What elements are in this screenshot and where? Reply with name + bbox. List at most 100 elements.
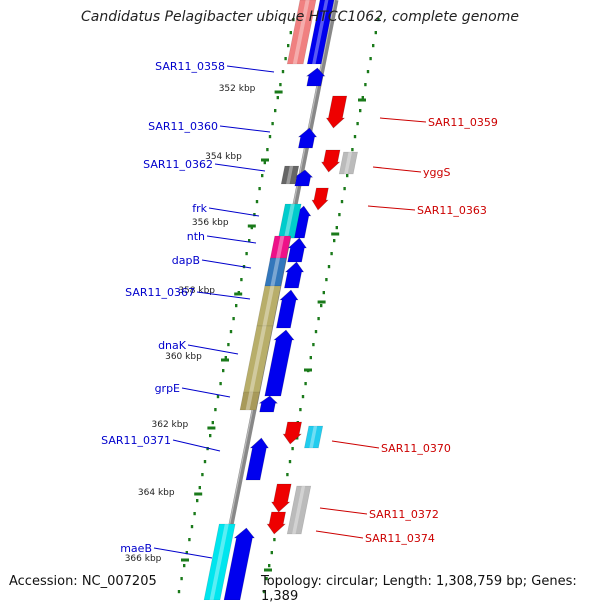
left-tick-track [190, 525, 194, 529]
left-tick-track [203, 460, 207, 464]
cog-block-pink [286, 0, 317, 65]
leader-line-right [319, 507, 368, 515]
leader-line-left [214, 163, 266, 172]
right-tick-track [333, 239, 336, 243]
left-tick-track [201, 473, 204, 477]
cog-block-skyblue [304, 425, 324, 449]
leader-line-left [153, 547, 213, 559]
cog-block-khaki-long-sheen [248, 326, 267, 394]
right-tick-track [317, 317, 320, 321]
gene-sar11-0372 [271, 483, 292, 513]
right-tick-track [364, 83, 367, 87]
left-tick-track [289, 31, 292, 35]
cog-block-olive [239, 391, 260, 411]
right-tick-track [309, 356, 312, 360]
major-tick [304, 368, 312, 372]
right-tick-track [301, 395, 305, 399]
left-tick-track [232, 317, 235, 321]
left-tick-track [274, 109, 277, 113]
gene-label-left: SAR11_0360 [148, 120, 218, 133]
left-tick-track [222, 369, 225, 373]
right-tick-track [340, 200, 344, 204]
gene-dapB [284, 261, 305, 289]
leader-line-left [201, 259, 252, 269]
right-tick-track [262, 590, 266, 594]
cog-block-lightgrey-long [286, 485, 312, 535]
right-tick-track [361, 96, 364, 100]
major-tick [331, 232, 340, 236]
cog-block-magenta-sheen [275, 236, 285, 260]
cog-block-lightgrey [338, 151, 358, 175]
right-tick-track [265, 577, 268, 581]
gene-label-right: SAR11_0359 [428, 116, 498, 129]
right-tick-track [351, 148, 354, 152]
left-tick-track [248, 239, 251, 243]
right-tick-track [343, 187, 346, 191]
left-tick-track [235, 304, 238, 308]
left-tick-track [271, 122, 274, 126]
left-tick-track [292, 18, 295, 22]
gene-dnaK [264, 329, 295, 397]
cog-block-skyblue-sheen [309, 426, 318, 448]
gene-sar11-0371 [245, 437, 269, 481]
leader-line-left [187, 344, 239, 355]
left-tick-track [224, 356, 227, 360]
leader-line-left [208, 207, 260, 217]
left-tick-track [198, 486, 201, 490]
left-tick-track [261, 174, 264, 178]
major-tick [317, 300, 326, 304]
gene-sar11-0358 [305, 67, 326, 87]
cog-block-magenta [269, 235, 292, 261]
gene-label-left: SAR11_0362 [143, 158, 213, 171]
cog-block-grey [280, 165, 300, 185]
left-tick-track [180, 577, 183, 581]
right-tick-track [335, 226, 338, 230]
leader-line-left [196, 291, 251, 300]
gene-block-top-sheen [312, 0, 329, 64]
right-tick-track [312, 343, 315, 347]
right-tick-track [356, 122, 359, 126]
left-tick-track [219, 382, 222, 386]
left-tick-track [263, 161, 266, 165]
leader-line-left [181, 387, 231, 398]
right-tick-track [268, 564, 271, 568]
gene-sar11-0374 [266, 511, 286, 535]
left-tick-track [214, 408, 217, 412]
kbp-label: 354 kbp [205, 152, 242, 162]
right-tick-track [325, 278, 328, 282]
left-tick-track [258, 187, 261, 191]
gene-sar11-0363 [311, 187, 329, 211]
gene-sar11-0360 [297, 127, 318, 149]
gene-sar11-0367 [276, 289, 299, 329]
cog-block-khaki-long [242, 325, 274, 395]
right-tick-track [273, 538, 276, 542]
major-tick [207, 426, 216, 430]
cog-block-pink-sheen [292, 0, 310, 64]
cog-block-cyan [278, 203, 302, 239]
right-tick-track [369, 57, 372, 61]
gene-label-left: frk [192, 202, 207, 215]
gene-sar11-0370 [282, 421, 302, 445]
left-tick-track [268, 135, 272, 139]
leader-line-right [331, 440, 380, 449]
left-tick-track [253, 213, 256, 217]
accession-text: Accession: NC_007205 [9, 574, 157, 589]
leader-line-right [367, 205, 416, 211]
right-tick-track [270, 551, 273, 555]
leader-line-right [372, 166, 422, 173]
left-tick-track [196, 499, 199, 503]
gene-label-left: maeB [120, 542, 152, 555]
left-tick-track [281, 70, 285, 74]
left-tick-track [211, 421, 214, 425]
gene-label-right: yggS [423, 166, 450, 179]
major-tick [181, 558, 189, 562]
left-tick-track [177, 590, 181, 594]
right-tick-track [330, 252, 333, 256]
gene-label-right: SAR11_0372 [369, 508, 439, 521]
cog-block-steelblue-sheen [270, 258, 280, 286]
leader-line-right [315, 530, 364, 539]
right-tick-track [377, 18, 380, 22]
gene-label-left: nth [187, 230, 205, 243]
